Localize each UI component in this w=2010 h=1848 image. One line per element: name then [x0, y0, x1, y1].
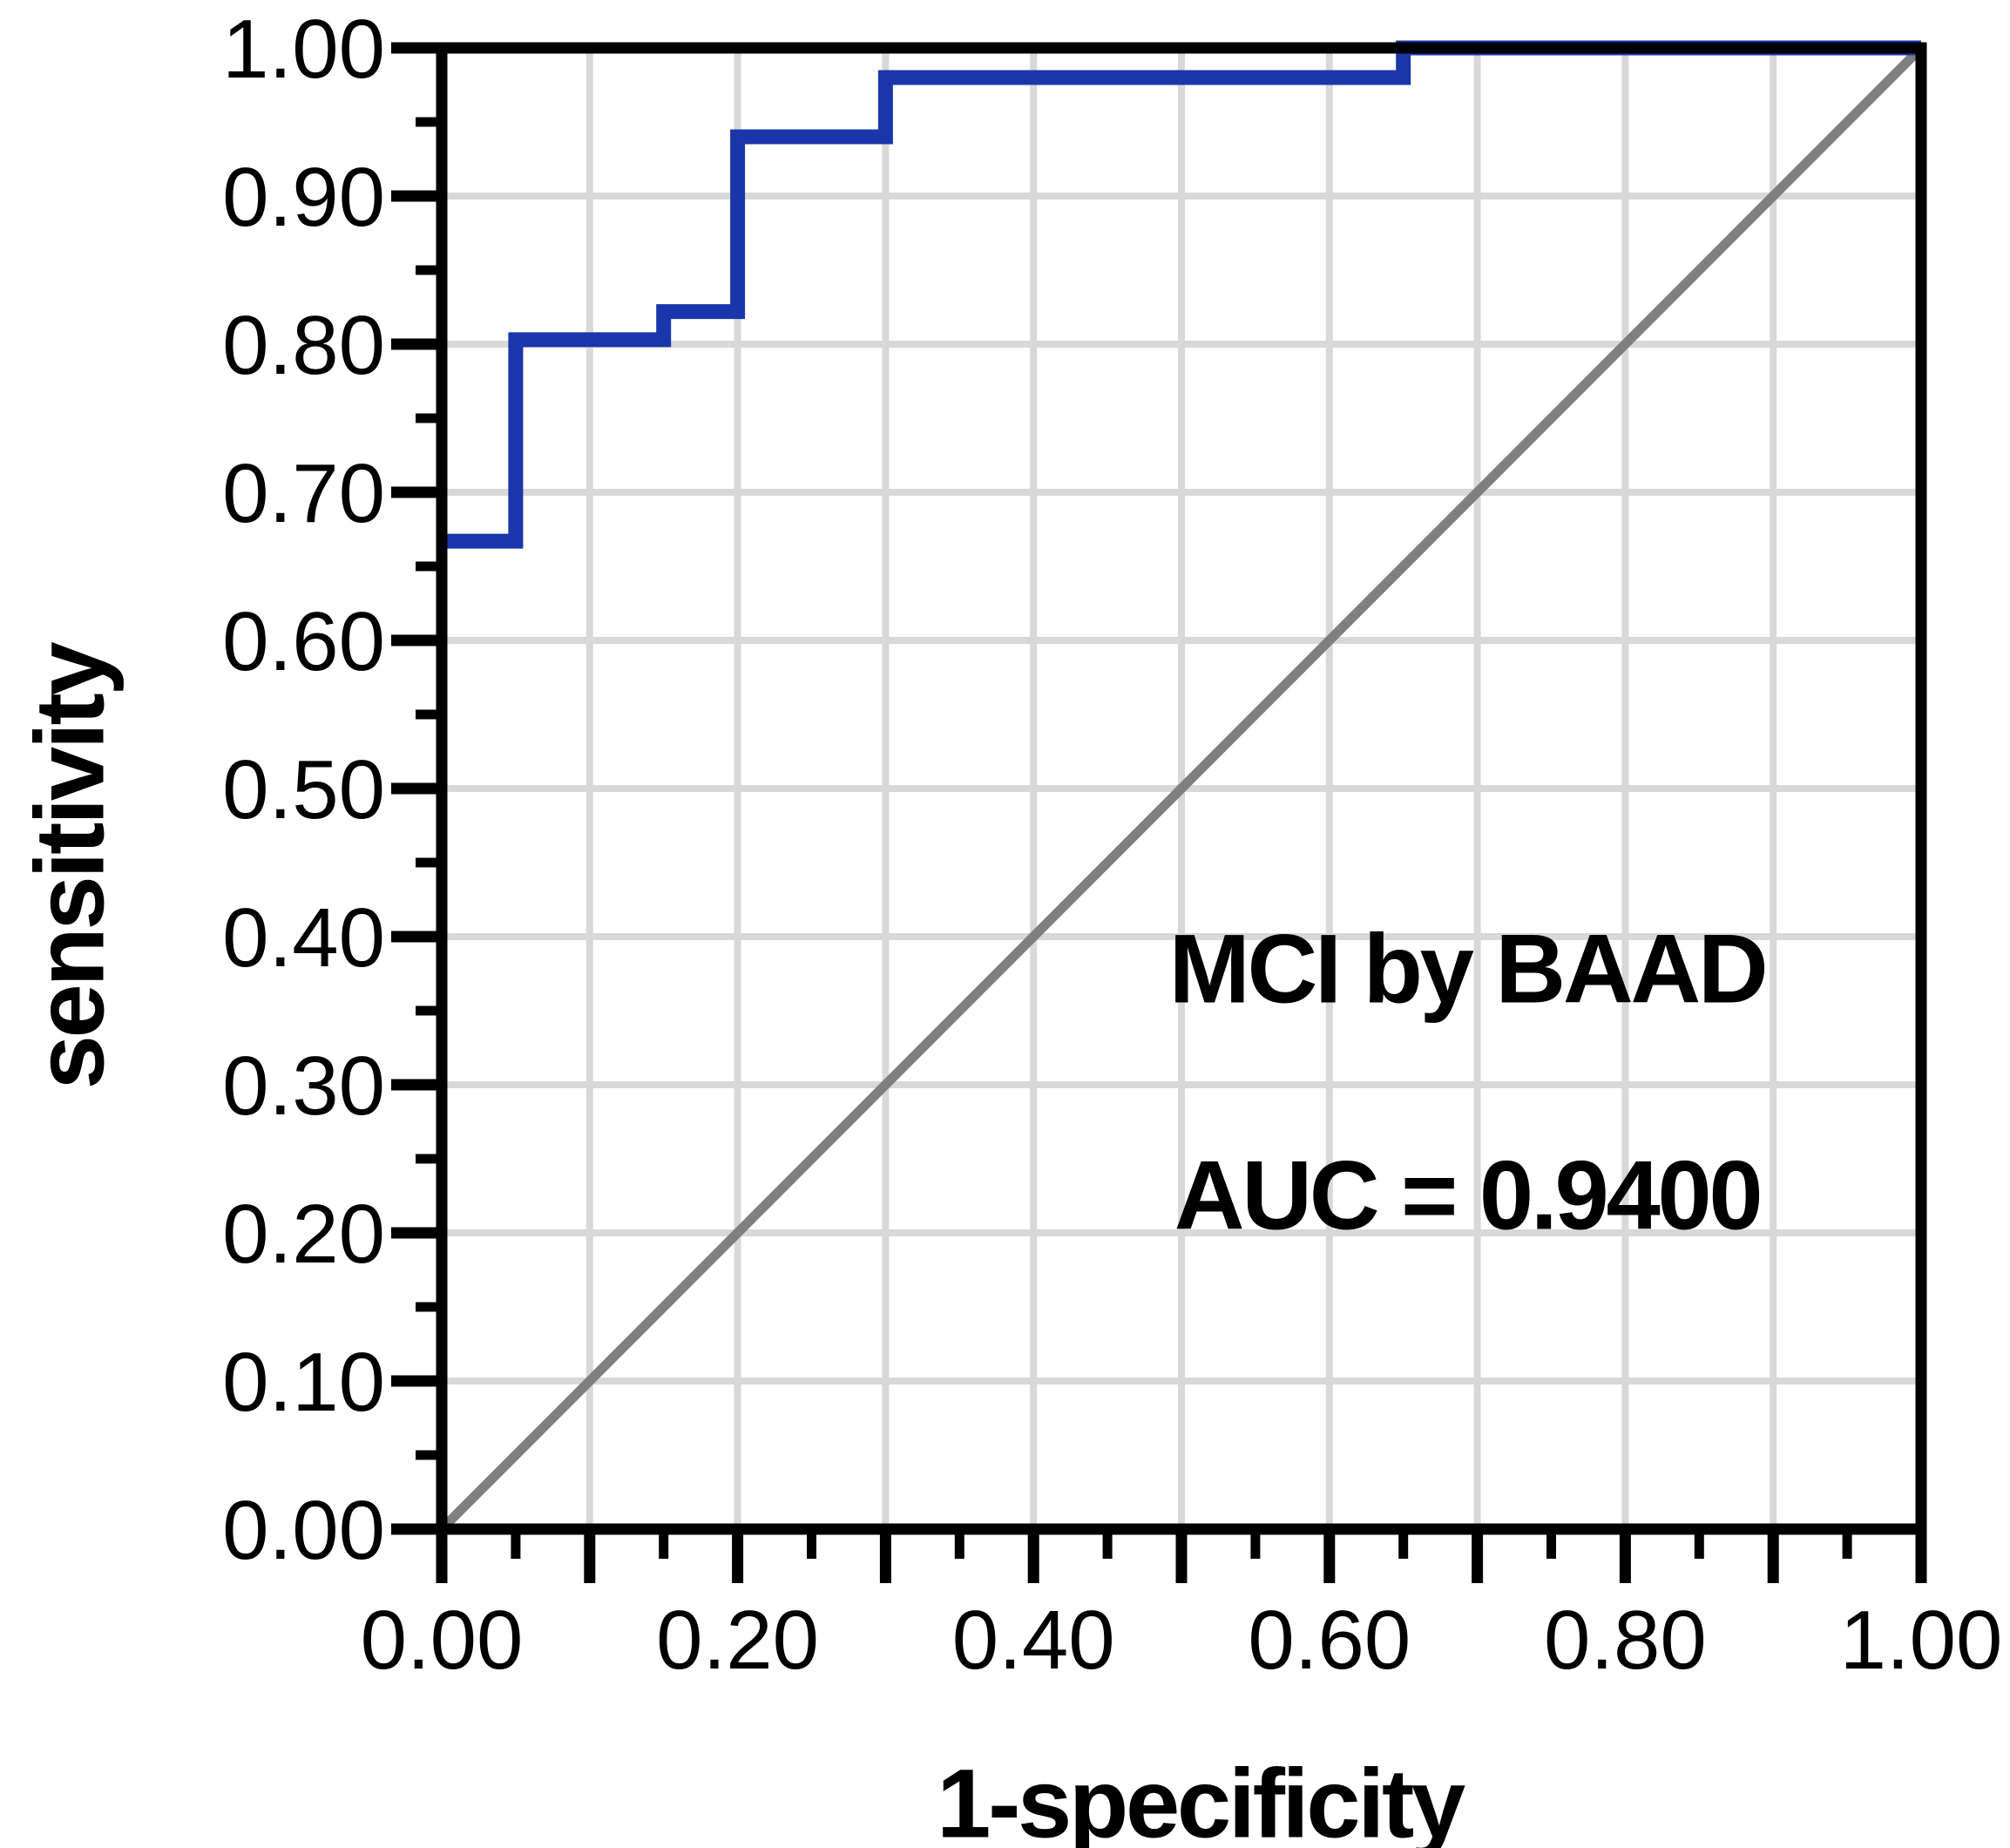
x-tick-label: 0.40 — [952, 1594, 1115, 1687]
x-tick-label: 0.80 — [1544, 1594, 1707, 1687]
x-tick-label: 0.20 — [656, 1594, 819, 1687]
auc-value-label: AUC = 0.9400 — [1174, 1141, 1763, 1250]
y-tick-label: 0.50 — [222, 743, 385, 836]
y-tick-label: 0.90 — [222, 151, 385, 244]
roc-curve-line — [442, 40, 1921, 549]
y-tick-label: 0.00 — [222, 1484, 385, 1577]
series-label: MCI by BAAD — [1168, 914, 1769, 1024]
y-tick-label: 0.30 — [222, 1039, 385, 1133]
x-tick-label: 0.00 — [361, 1594, 524, 1687]
x-tick-label: 0.60 — [1248, 1594, 1411, 1687]
y-axis-title: sensitivity — [15, 644, 125, 1090]
y-tick-label: 0.60 — [222, 595, 385, 688]
y-tick-label: 0.40 — [222, 891, 385, 985]
x-tick-label: 1.00 — [1840, 1594, 2003, 1687]
x-axis-title: 1-specificity — [937, 1749, 1465, 1848]
y-tick-label: 1.00 — [222, 3, 385, 96]
y-tick-label: 0.10 — [222, 1336, 385, 1429]
chance-diagonal-line — [438, 44, 1925, 1533]
y-tick-label: 0.70 — [222, 447, 385, 540]
y-tick-label: 0.20 — [222, 1188, 385, 1281]
y-tick-label: 0.80 — [222, 299, 385, 392]
